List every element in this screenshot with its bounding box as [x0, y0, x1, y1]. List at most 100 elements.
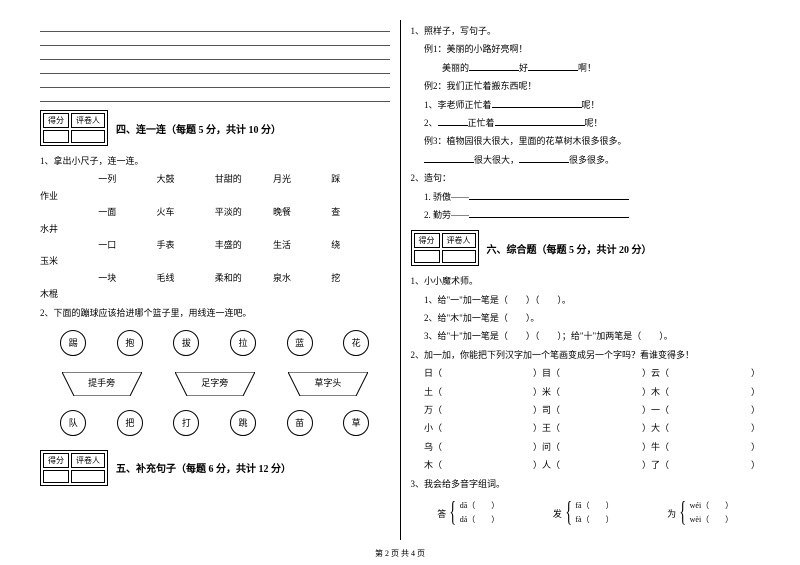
r-q2a: 1. 骄傲—— — [411, 190, 761, 204]
polyphone-group: 答{dā（ ）dá（ ） — [437, 499, 499, 528]
q4-1: 1、拿出小尺子，连一连。 — [40, 154, 390, 168]
char-cell: ） — [751, 366, 760, 380]
r-q2: 2、造句： — [411, 171, 761, 185]
right-column: 1、照样子，写句子。 例1：美丽的小路好亮啊！ 美丽的好啊！ 例2：我们正忙着搬… — [401, 20, 771, 540]
grid-cell — [40, 172, 98, 186]
grid-cell: 一口 — [98, 238, 156, 252]
s6-q1c: 3、给"十"加一笔是（ ）（ ）；给"十"加两笔是（ ）。 — [411, 329, 761, 343]
grid-cell: 大鼓 — [157, 172, 215, 186]
grid-cell: 踩 — [331, 172, 389, 186]
left-column: 得分评卷人 四、连一连（每题 5 分，共计 10 分） 1、拿出小尺子，连一连。… — [30, 20, 401, 540]
section-6-header: 得分评卷人 六、综合题（每题 5 分，共计 20 分） — [411, 230, 761, 266]
grid-cell — [215, 189, 273, 203]
grid-cell: 手表 — [157, 238, 215, 252]
char-cell: ） — [751, 421, 760, 435]
section-5-title: 五、补充句子（每题 6 分，共计 12 分） — [116, 460, 291, 475]
s6-q1a: 1、给"一"加一笔是（ ）（ ）。 — [411, 293, 761, 307]
grid-cell — [98, 189, 156, 203]
text: 正忙着 — [468, 118, 495, 128]
text: 1. 骄傲—— — [424, 192, 469, 202]
char-cell: ）王（ — [533, 421, 642, 435]
s6-q1b: 2、给"木"加一笔是（ ）。 — [411, 311, 761, 325]
s6-q1: 1、小小魔术师。 — [411, 274, 761, 288]
text: 呢！ — [585, 118, 603, 128]
section-4-header: 得分评卷人 四、连一连（每题 5 分，共计 10 分） — [40, 110, 390, 146]
char-cell: ）云（ — [642, 366, 751, 380]
grid-cell: 作业 — [40, 189, 98, 203]
r-q2b: 2. 勤劳—— — [411, 208, 761, 222]
r-l1: 1、李老师正忙着 呢！ — [411, 98, 761, 112]
char-cell: ）人（ — [533, 458, 642, 472]
circles-row-1: 踢抱拔拉蓝花 — [45, 330, 385, 356]
grader-label: 评卷人 — [442, 233, 476, 248]
ball-circle: 踢 — [60, 330, 86, 356]
r-ex1-blank: 美丽的好啊！ — [411, 61, 761, 75]
grid-cell — [273, 189, 331, 203]
char-cell: 土（ — [424, 385, 533, 399]
grid-cell: 一面 — [98, 205, 156, 219]
char-cell: ）目（ — [533, 366, 642, 380]
grid-cell: 玉米 — [40, 254, 98, 268]
grid-cell — [215, 222, 273, 236]
ball-circle: 打 — [173, 410, 199, 436]
char-cell: ） — [751, 385, 760, 399]
grid-cell — [157, 254, 215, 268]
char-cell: ） — [751, 440, 760, 454]
grid-cell — [331, 254, 389, 268]
grid-cell: 生活 — [273, 238, 331, 252]
grid-cell: 水井 — [40, 222, 98, 236]
r-ex1: 例1：美丽的小路好亮啊！ — [411, 42, 761, 56]
char-grid: 日（）目（）云（）土（）米（）木（）万（）司（）一（）小（）王（）大（）乌（）问… — [411, 366, 761, 472]
ball-circle: 队 — [60, 410, 86, 436]
score-label: 得分 — [43, 113, 69, 128]
grid-cell — [331, 189, 389, 203]
basket-trapezoid: 足字旁 — [175, 372, 255, 394]
grid-cell — [215, 254, 273, 268]
ball-circle: 苗 — [287, 410, 313, 436]
score-label: 得分 — [414, 233, 440, 248]
ball-circle: 抱 — [117, 330, 143, 356]
char-cell: ）大（ — [642, 421, 751, 435]
grid-cell — [215, 287, 273, 301]
grid-cell — [273, 287, 331, 301]
page-footer: 第 2 页 共 4 页 — [0, 548, 800, 559]
s6-q3: 3、我会给多音字组词。 — [411, 477, 761, 491]
polyphone-row: 答{dā（ ）dá（ ）发{fā（ ）fà（ ）为{wéi（ ）wèi（ ） — [411, 499, 761, 528]
grid-cell — [273, 222, 331, 236]
grid-cell: 甘甜的 — [215, 172, 273, 186]
ball-circle: 蓝 — [287, 330, 313, 356]
grid-cell: 查 — [331, 205, 389, 219]
text: 很大很大， — [474, 155, 519, 165]
grid-cell: 晚餐 — [273, 205, 331, 219]
circles-row-2: 队把打跳苗草 — [45, 410, 385, 436]
grid-cell: 火车 — [157, 205, 215, 219]
basket-trapezoid: 草字头 — [288, 372, 368, 394]
text: 呢！ — [582, 100, 600, 110]
grid-cell — [40, 238, 98, 252]
grid-cell — [98, 222, 156, 236]
ball-circle: 草 — [343, 410, 369, 436]
grid-cell: 一列 — [98, 172, 156, 186]
char-cell: ）牛（ — [642, 440, 751, 454]
char-cell: ）司（ — [533, 403, 642, 417]
grid-cell — [40, 205, 98, 219]
ball-circle: 花 — [343, 330, 369, 356]
grid-cell — [98, 254, 156, 268]
char-cell: 日（ — [424, 366, 533, 380]
char-cell: ）木（ — [642, 385, 751, 399]
s6-q2: 2、加一加，你能把下列汉字加一个笔画变成另一个字吗？看谁变得多！ — [411, 348, 761, 362]
grid-cell: 泉水 — [273, 271, 331, 285]
grid-cell: 一块 — [98, 271, 156, 285]
score-box: 得分评卷人 — [40, 110, 108, 146]
writing-line — [40, 90, 390, 102]
ball-circle: 跳 — [230, 410, 256, 436]
score-box: 得分评卷人 — [40, 450, 108, 486]
grid-cell: 毛线 — [157, 271, 215, 285]
r-l3: 很大很大，很多很多。 — [411, 153, 761, 167]
writing-line — [40, 76, 390, 88]
text: 1、李老师正忙着 — [424, 100, 492, 110]
char-cell: ） — [751, 458, 760, 472]
text: 2. 勤劳—— — [424, 210, 469, 220]
grid-cell: 月光 — [273, 172, 331, 186]
char-cell: ）米（ — [533, 385, 642, 399]
